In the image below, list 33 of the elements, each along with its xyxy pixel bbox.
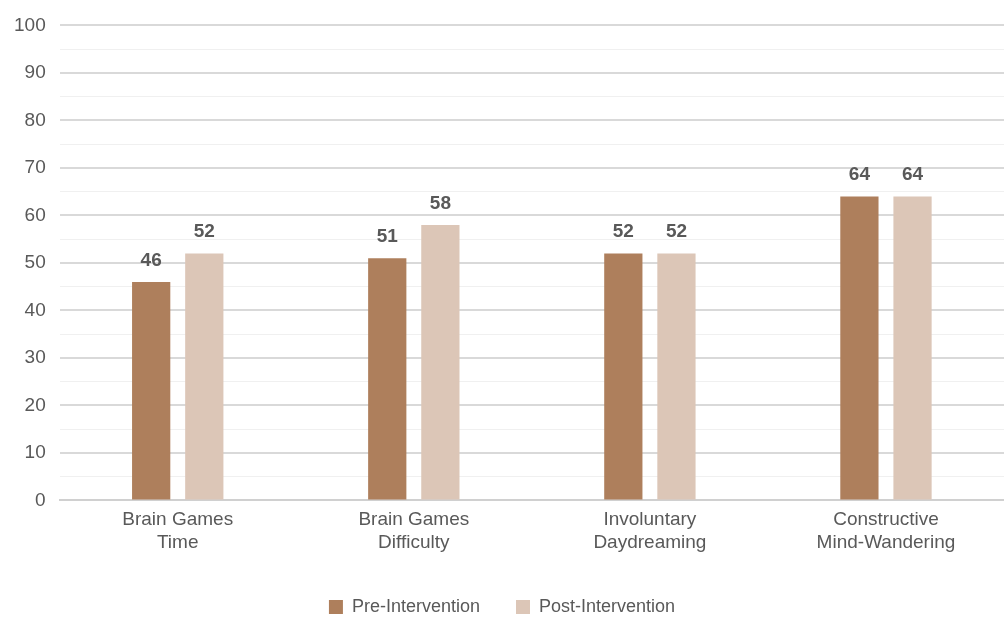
data-label: 58 bbox=[429, 191, 451, 213]
x-tick-label: Brain Games Difficulty bbox=[358, 508, 470, 552]
bar bbox=[185, 253, 224, 500]
data-label: 64 bbox=[848, 163, 871, 185]
y-tick-label: 20 bbox=[24, 393, 46, 415]
x-tick-label: Brain Games Time bbox=[122, 508, 234, 552]
bar bbox=[421, 224, 460, 500]
bar bbox=[657, 253, 696, 500]
bar bbox=[368, 258, 407, 500]
data-label: 52 bbox=[665, 220, 688, 242]
x-tick-label: Constructive Mind-Wandering bbox=[816, 508, 956, 552]
y-tick-label: 10 bbox=[24, 441, 46, 463]
data-label: 52 bbox=[612, 220, 634, 242]
y-tick-label: 40 bbox=[24, 298, 46, 320]
y-tick-label: 100 bbox=[14, 13, 46, 35]
y-tick-label: 90 bbox=[24, 61, 46, 83]
legend-label: Post-Intervention bbox=[539, 595, 676, 616]
y-tick-label: 0 bbox=[35, 488, 46, 510]
legend-label: Pre-Intervention bbox=[351, 595, 481, 616]
bar bbox=[132, 281, 171, 500]
bar bbox=[604, 253, 643, 500]
bar bbox=[893, 196, 932, 500]
bar bbox=[840, 196, 879, 500]
y-tick-label: 80 bbox=[24, 108, 46, 130]
data-label: 64 bbox=[901, 163, 924, 185]
y-tick-label: 50 bbox=[24, 251, 46, 273]
data-label: 51 bbox=[376, 224, 399, 246]
y-tick-label: 70 bbox=[24, 156, 46, 178]
data-label: 46 bbox=[140, 248, 162, 270]
data-label: 52 bbox=[193, 220, 215, 242]
x-tick-label: Involuntary Daydreaming bbox=[593, 508, 707, 552]
y-tick-label: 60 bbox=[24, 203, 46, 225]
y-tick-label: 30 bbox=[24, 346, 46, 368]
